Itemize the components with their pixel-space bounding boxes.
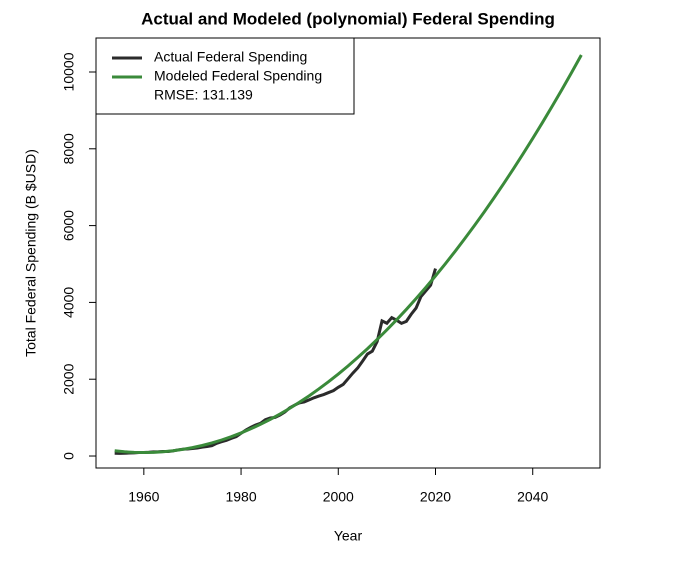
y-tick-label: 2000 <box>61 363 77 394</box>
legend-label: Modeled Federal Spending <box>154 68 322 84</box>
x-tick-label: 1960 <box>128 489 159 505</box>
chart-title: Actual and Modeled (polynomial) Federal … <box>141 9 555 28</box>
x-tick-label: 2000 <box>323 489 354 505</box>
y-tick-label: 4000 <box>61 287 77 318</box>
x-tick-label: 2020 <box>420 489 451 505</box>
y-tick-label: 8000 <box>61 133 77 164</box>
series-line <box>114 54 583 455</box>
x-tick-label: 2040 <box>517 489 548 505</box>
y-tick-label: 10000 <box>61 52 77 91</box>
y-tick-label: 0 <box>61 452 77 460</box>
series-line <box>114 268 437 455</box>
y-axis-label: Total Federal Spending (B $USD) <box>23 149 39 357</box>
x-tick-label: 1980 <box>225 489 256 505</box>
legend-note: RMSE: 131.139 <box>154 87 253 103</box>
x-axis-label: Year <box>334 528 363 544</box>
y-tick-label: 6000 <box>61 210 77 241</box>
legend-label: Actual Federal Spending <box>154 49 307 65</box>
